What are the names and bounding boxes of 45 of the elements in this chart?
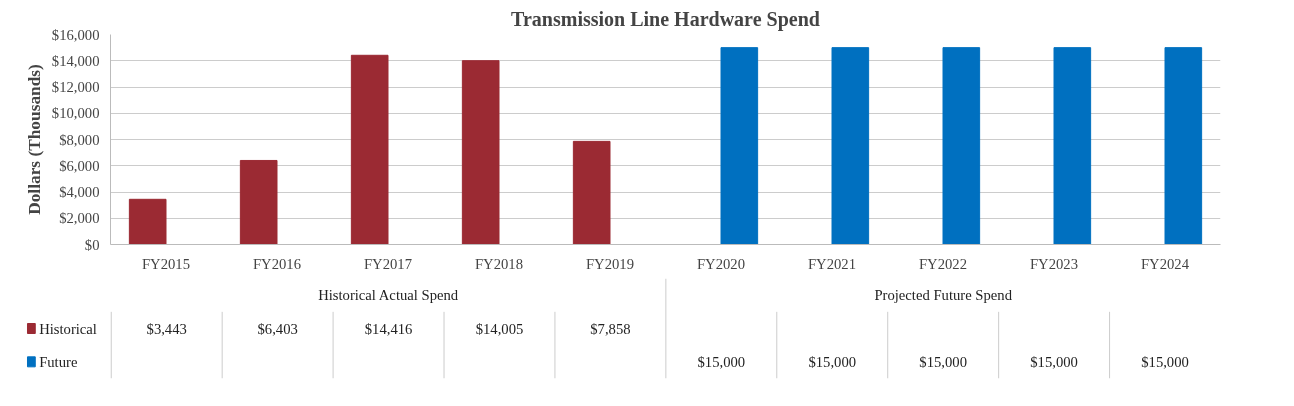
data-label: $14,416: [364, 320, 413, 337]
legend-label: Future: [39, 353, 78, 370]
y-tick-label: $8,000: [59, 131, 100, 148]
x-tick-label: FY2018: [474, 255, 524, 272]
x-tick-label: FY2017: [363, 255, 413, 272]
y-tick-label: $2,000: [59, 210, 100, 227]
bar: [350, 54, 389, 245]
y-tick-label: $16,000: [51, 26, 100, 43]
x-tick-label: FY2020: [696, 255, 746, 272]
legend-label: Historical: [39, 320, 97, 337]
y-tick-label: $14,000: [51, 52, 100, 69]
y-tick-label: $12,000: [51, 79, 100, 95]
x-tick-label: FY2019: [585, 255, 635, 272]
bar: [461, 60, 500, 245]
bar: [239, 159, 278, 245]
data-label: $14,005: [475, 320, 524, 337]
data-label: $15,000: [919, 353, 968, 370]
data-label: $15,000: [1030, 353, 1078, 370]
bar: [572, 140, 611, 245]
y-tick-label: $4,000: [59, 184, 100, 200]
bar: [1164, 47, 1203, 245]
data-label: $3,443: [146, 320, 187, 337]
x-tick-label: FY2015: [141, 255, 191, 272]
text: Historical Actual Spend: [318, 287, 459, 304]
bar: [720, 47, 759, 245]
y-tick-label: $10,000: [51, 105, 100, 122]
x-tick-label: FY2021: [807, 255, 857, 272]
x-tick-label: FY2022: [918, 255, 968, 272]
data-label: $6,403: [257, 320, 298, 337]
y-axis-title: Dollars (Thousands): [24, 63, 44, 215]
bar: [942, 47, 981, 245]
data-label: $15,000: [1141, 353, 1189, 370]
x-tick-label: FY2023: [1029, 255, 1079, 272]
bar: [831, 47, 870, 245]
data-label: $15,000: [808, 353, 857, 370]
x-tick-label: FY2016: [252, 255, 302, 272]
y-tick-label: $0: [84, 236, 100, 253]
data-label: $15,000: [697, 353, 746, 370]
y-tick-label: $6,000: [59, 157, 100, 174]
data-label: $7,858: [590, 320, 631, 337]
bar: [1053, 47, 1092, 245]
bar: [128, 198, 167, 245]
chart-title: Transmission Line Hardware Spend: [511, 7, 820, 31]
text: Projected Future Spend: [874, 287, 1013, 304]
x-tick-label: FY2024: [1140, 255, 1190, 272]
